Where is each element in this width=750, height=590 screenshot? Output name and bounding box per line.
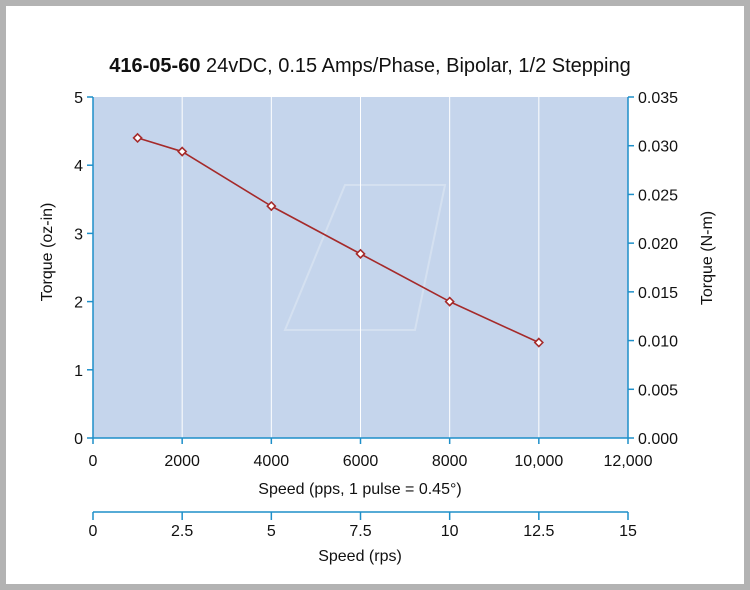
x-secondary-tick-label: 5 bbox=[267, 523, 276, 540]
watermark-outline bbox=[283, 184, 447, 331]
x-tick-label: 12,000 bbox=[604, 453, 653, 470]
y-axis-label: Torque (oz-in) bbox=[39, 203, 56, 302]
x-tick-label: 4000 bbox=[254, 453, 290, 470]
x-axis-label: Speed (pps, 1 pulse = 0.45°) bbox=[258, 481, 461, 498]
y-right-tick-label: 0.035 bbox=[638, 90, 678, 107]
y-tick-label: 0 bbox=[74, 431, 83, 448]
data-point bbox=[266, 200, 277, 212]
data-point bbox=[533, 337, 544, 348]
y-tick-label: 3 bbox=[74, 226, 83, 243]
y-right-axis-label: Torque (N-m) bbox=[699, 211, 716, 305]
x-secondary-tick-label: 12.5 bbox=[523, 523, 554, 540]
x-secondary-tick-label: 10 bbox=[441, 523, 459, 540]
y-tick-label: 1 bbox=[74, 363, 83, 380]
y-tick-label: 2 bbox=[74, 295, 83, 312]
series-line bbox=[137, 137, 540, 344]
y-right-tick-label: 0.020 bbox=[638, 236, 678, 253]
x-secondary-axis-label: Speed (rps) bbox=[318, 548, 402, 565]
chart-title-rest: 24vDC, 0.15 Amps/Phase, Bipolar, 1/2 Ste… bbox=[200, 55, 630, 77]
y-tick-label: 5 bbox=[74, 90, 83, 107]
data-point bbox=[444, 296, 455, 307]
x-tick-label: 2000 bbox=[164, 453, 200, 470]
data-point bbox=[177, 146, 188, 157]
y-right-tick-label: 0.015 bbox=[638, 285, 678, 302]
torque-speed-chart: 416-05-60 24vDC, 0.15 Amps/Phase, Bipola… bbox=[39, 55, 716, 565]
x-tick-label: 6000 bbox=[343, 453, 379, 470]
x-tick-label: 8000 bbox=[432, 453, 468, 470]
y-right-tick-label: 0.010 bbox=[638, 334, 678, 351]
chart-title-bold: 416-05-60 bbox=[109, 55, 200, 77]
y-right-tick-label: 0.000 bbox=[638, 431, 678, 448]
x-secondary-tick-label: 15 bbox=[619, 523, 637, 540]
x-tick-label: 10,000 bbox=[514, 453, 563, 470]
y-right-tick-label: 0.005 bbox=[638, 382, 678, 399]
data-point bbox=[355, 248, 366, 259]
x-secondary-tick-label: 2.5 bbox=[171, 523, 193, 540]
y-right-tick-label: 0.025 bbox=[638, 187, 678, 204]
x-secondary-tick-label: 0 bbox=[89, 523, 98, 540]
x-secondary-tick-label: 7.5 bbox=[349, 523, 371, 540]
chart-title: 416-05-60 24vDC, 0.15 Amps/Phase, Bipola… bbox=[109, 55, 630, 77]
y-tick-label: 4 bbox=[74, 158, 83, 175]
data-point bbox=[132, 132, 143, 144]
y-right-tick-label: 0.030 bbox=[638, 139, 678, 156]
x-tick-label: 0 bbox=[89, 453, 98, 470]
